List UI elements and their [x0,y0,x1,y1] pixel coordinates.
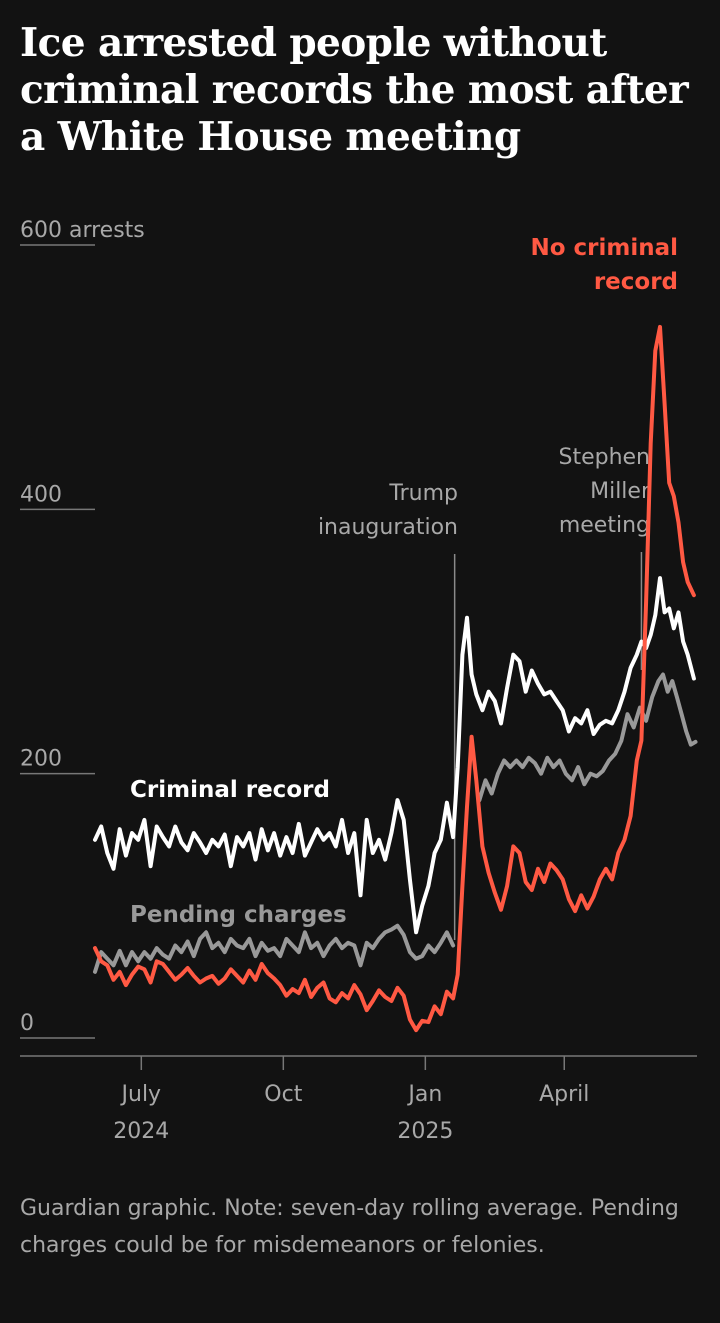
x-tick-sublabel-2024: 2024 [113,1119,169,1144]
annotation-text-0-1: inauguration [318,515,458,540]
annotation-text-1-2: meeting [559,513,650,538]
annotation-text-1-0: Stephen [558,445,650,470]
annotation-text-1-1: Miller [590,479,651,504]
x-axis: July 2024 Oct Jan 2025 April [20,1055,697,1144]
annotation-text-0-0: Trump [388,481,458,506]
y-tick-label-0: 0 [20,1011,34,1036]
chart-title: Ice arrested people without criminal rec… [20,20,689,160]
series-label-no-criminal-record-1: record [594,269,678,295]
y-tick-label-400: 400 [20,482,62,507]
series-line-pending-charges-0 [93,923,456,974]
x-tick-sublabel-2025: 2025 [397,1119,453,1144]
series-line-no-criminal-record-0 [93,324,696,1033]
series-labels: No criminal record Criminal record Pending … [130,235,678,928]
x-tick-label-oct: Oct [264,1082,302,1107]
x-tick-label-july: July [120,1082,162,1107]
footnote: Guardian graphic. Note: seven-day rollin… [20,1196,679,1258]
line-chart: 0 200 400 600 arrests July 2024 Oct Jan 2025 Apr… [20,218,698,1144]
series-line-pending-charges-1 [477,672,698,803]
series-label-pending-charges-0: Pending charges [130,902,347,928]
annotations: Trump inauguration Stephen Miller meeting [318,445,651,940]
y-tick-label-600: 600 arrests [20,218,145,243]
y-axis: 0 200 400 600 arrests [20,218,145,1039]
series-line-criminal-record-0 [93,576,696,935]
x-tick-label-jan: Jan [406,1082,442,1107]
x-tick-label-april: April [539,1082,589,1107]
series-lines [93,324,698,1033]
series-label-criminal-record-0: Criminal record [130,777,330,803]
series-label-no-criminal-record-0: No criminal [530,235,678,261]
y-tick-label-200: 200 [20,747,62,772]
